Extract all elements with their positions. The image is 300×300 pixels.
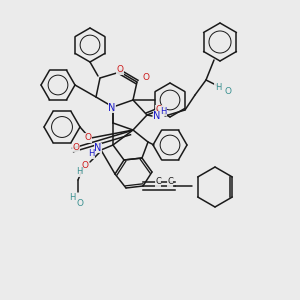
- Text: O: O: [224, 88, 232, 97]
- Text: O: O: [82, 160, 88, 169]
- Text: C: C: [167, 178, 173, 187]
- Text: O: O: [155, 106, 163, 115]
- Text: H: H: [69, 193, 75, 202]
- Text: O: O: [73, 142, 80, 152]
- Text: H: H: [160, 106, 166, 116]
- Text: O: O: [85, 134, 92, 142]
- Text: N: N: [94, 143, 102, 153]
- Text: H: H: [76, 167, 82, 176]
- Text: O: O: [142, 74, 149, 82]
- Text: H: H: [215, 82, 221, 91]
- Text: H: H: [88, 149, 94, 158]
- Text: C: C: [155, 178, 161, 187]
- Text: O: O: [76, 199, 83, 208]
- Text: O: O: [116, 65, 124, 74]
- Text: N: N: [153, 111, 161, 121]
- Text: N: N: [108, 103, 116, 113]
